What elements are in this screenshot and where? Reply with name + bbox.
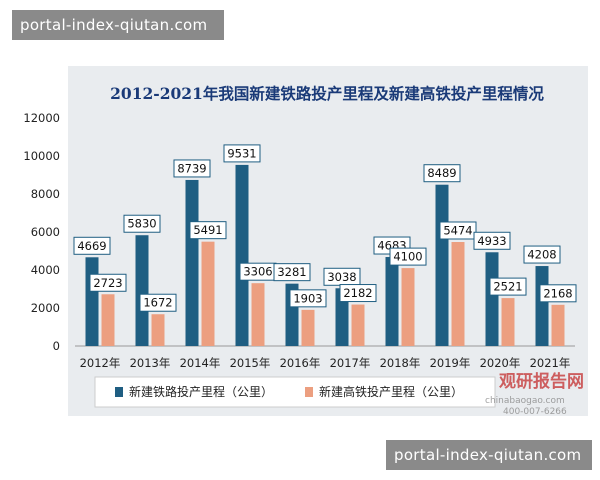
- y-tick-label: 2000: [31, 301, 60, 315]
- data-label-box: [273, 263, 311, 282]
- data-label: 5830: [127, 217, 156, 231]
- legend-label: 新建高铁投产里程（公里）: [319, 384, 463, 399]
- data-label-box: [189, 221, 227, 240]
- data-label: 9531: [227, 146, 256, 160]
- data-label-box: [123, 214, 161, 233]
- data-label-box: [489, 277, 527, 296]
- y-tick-label: 12000: [23, 111, 60, 125]
- bar-railway: [385, 257, 399, 346]
- y-tick-label: 4000: [31, 263, 60, 277]
- data-label: 8489: [427, 166, 456, 180]
- bar-railway: [435, 184, 449, 346]
- data-label: 4669: [77, 239, 106, 253]
- logo-name: 观研报告网: [498, 371, 584, 392]
- bars: [85, 164, 565, 346]
- bar-railway: [535, 266, 549, 346]
- legend: 新建铁路投产里程（公里） 新建高铁投产里程（公里）: [94, 376, 496, 408]
- bar-railway: [85, 257, 99, 346]
- bar-railway: [135, 235, 149, 346]
- data-label: 5491: [193, 223, 222, 237]
- logo-site: chinabaogao.com: [485, 396, 565, 406]
- data-label: 3281: [277, 265, 306, 279]
- data-label: 1903: [293, 291, 322, 305]
- data-label-box: [523, 245, 561, 264]
- y-axis: 0 2000 4000 6000 8000 10000 12000: [23, 111, 60, 353]
- x-tick-label: 2013年: [130, 356, 171, 370]
- x-tick-label: 2012年: [80, 356, 121, 370]
- data-label: 8739: [177, 161, 206, 175]
- value-labels: 4669 2723 5830 1672 8739 5491 9531 3306 3281 1903…: [73, 144, 577, 312]
- bar-highspeed: [101, 294, 115, 346]
- bar-highspeed: [201, 241, 215, 346]
- watermark-bottom: portal-index-qiutan.com: [386, 440, 592, 470]
- x-tick-label: 2019年: [430, 356, 471, 370]
- data-label: 3038: [327, 270, 356, 284]
- x-axis: 2012年 2013年 2014年 2015年 2016年 2017年 2018年 2019年…: [75, 345, 575, 370]
- data-label-box: [423, 164, 461, 183]
- legend-label: 新建铁路投产里程（公里）: [129, 384, 273, 399]
- data-label: 1672: [143, 296, 172, 310]
- x-tick-label: 2015年: [230, 356, 271, 370]
- bar-highspeed: [401, 268, 415, 346]
- data-label-box: [473, 231, 511, 250]
- data-label-box: [339, 284, 377, 303]
- y-tick-label: 8000: [31, 187, 60, 201]
- legend-box: [94, 376, 496, 408]
- data-label-box: [539, 284, 577, 303]
- legend-swatch: [115, 387, 123, 397]
- data-label: 3306: [243, 265, 272, 279]
- data-label: 5474: [443, 223, 472, 237]
- watermark-top: portal-index-qiutan.com: [12, 10, 224, 40]
- data-label-box: [73, 236, 111, 255]
- data-label-box: [173, 159, 211, 178]
- data-label: 2723: [93, 276, 122, 290]
- data-label: 4208: [527, 248, 556, 262]
- x-tick-label: 2016年: [280, 356, 321, 370]
- data-label-box: [139, 293, 177, 312]
- bar-highspeed: [301, 309, 315, 346]
- x-tick-label: 2020年: [480, 356, 521, 370]
- bar-railway: [235, 164, 249, 346]
- y-tick-label: 6000: [31, 225, 60, 239]
- data-label-box: [439, 221, 477, 240]
- data-label: 2182: [343, 286, 372, 300]
- x-tick-label: 2021年: [530, 356, 571, 370]
- bar-highspeed: [551, 304, 565, 346]
- data-label: 4933: [477, 234, 506, 248]
- data-label: 2168: [543, 286, 572, 300]
- x-tick-label: 2018年: [380, 356, 421, 370]
- chart-title: 2012-2021年我国新建铁路投产里程及新建高铁投产里程情况: [110, 84, 544, 103]
- bar-highspeed: [251, 283, 265, 346]
- y-tick-label: 10000: [23, 149, 60, 163]
- bar-railway: [185, 179, 199, 346]
- bar-railway: [485, 252, 499, 346]
- data-label-box: [389, 247, 427, 266]
- legend-swatch: [305, 387, 313, 397]
- data-label-box: [89, 273, 127, 292]
- bar-highspeed: [351, 304, 365, 346]
- bar-highspeed: [501, 298, 515, 346]
- bar-railway: [335, 288, 349, 346]
- data-label: 4100: [393, 250, 422, 264]
- data-label: 2521: [493, 280, 522, 294]
- data-label-box: [223, 144, 261, 163]
- y-tick-label: 0: [53, 339, 60, 353]
- data-label-box: [289, 289, 327, 308]
- bar-highspeed: [451, 241, 465, 346]
- bar-highspeed: [151, 314, 165, 346]
- logo-phone: 400-007-6266: [503, 407, 567, 417]
- x-tick-label: 2014年: [180, 356, 221, 370]
- x-tick-label: 2017年: [330, 356, 371, 370]
